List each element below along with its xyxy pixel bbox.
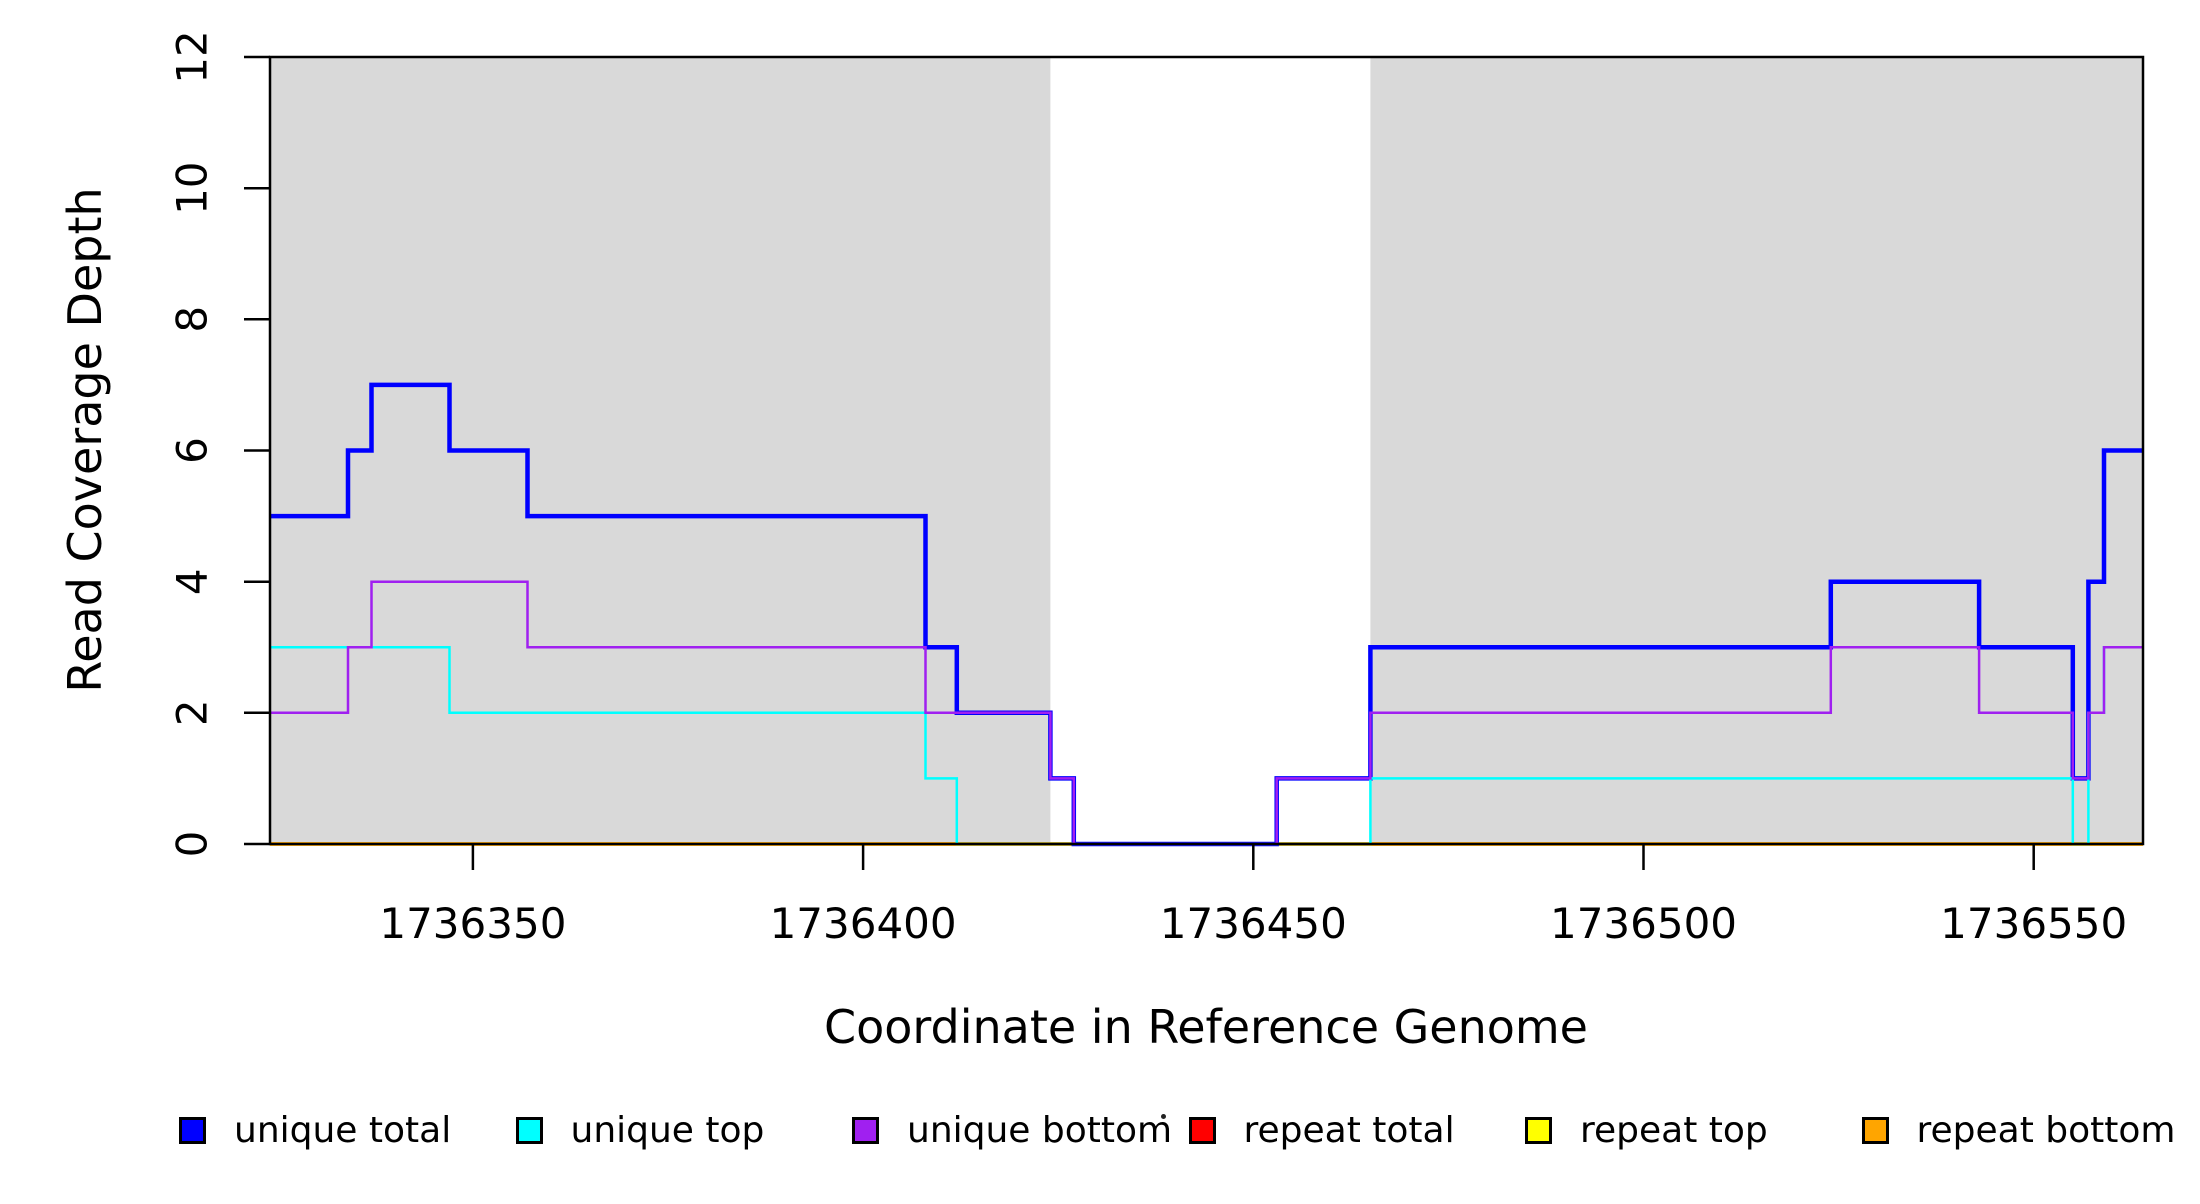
y-tick-label: 10 [168,161,217,214]
y-axis-title: Read Coverage Depth [58,187,112,692]
x-tick-label: 1736400 [770,899,957,948]
y-tick-label: 4 [168,568,217,595]
x-axis-title: Coordinate in Reference Genome [824,1000,1588,1054]
y-tick-label: 12 [168,30,217,83]
shaded-region-1 [270,57,1051,844]
y-tick-label: 0 [168,831,217,858]
y-tick-label: 2 [168,699,217,726]
x-tick-label: 1736550 [1940,899,2127,948]
x-tick-label: 1736450 [1160,899,1347,948]
y-tick-label: 6 [168,437,217,464]
shaded-region-2 [1370,57,2143,844]
stray-dot-artifact [1161,1114,1166,1119]
y-tick-label: 8 [168,306,217,333]
x-tick-label: 1736500 [1550,899,1737,948]
x-tick-label: 1736350 [379,899,566,948]
